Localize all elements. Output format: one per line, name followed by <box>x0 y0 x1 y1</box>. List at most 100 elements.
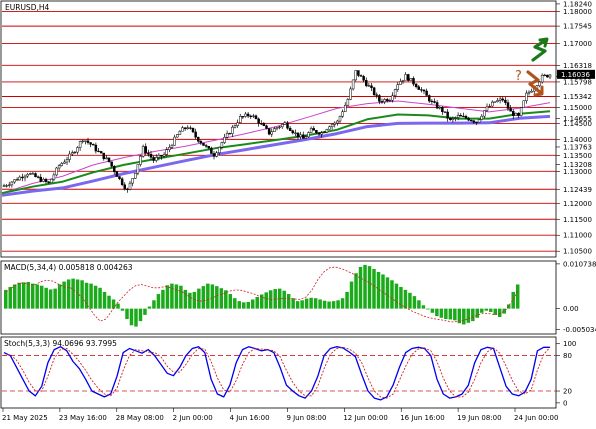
price-level-label: 1.18000 <box>563 8 592 16</box>
moving-average-line <box>1 100 551 194</box>
price-level-label: 1.11000 <box>563 232 592 240</box>
candle-body <box>527 91 531 94</box>
macd-bar <box>174 284 179 309</box>
candle-body <box>538 81 541 86</box>
time-axis-label: 24 Jun 00:00 <box>514 414 558 422</box>
candle-body <box>2 185 6 187</box>
stoch-axis-label: 0 <box>563 399 567 407</box>
macd-bar <box>242 302 246 309</box>
candle-body <box>454 117 457 119</box>
candle-body <box>399 81 402 85</box>
candle-body <box>42 178 45 182</box>
candle-body <box>294 132 297 134</box>
candle-body <box>23 175 27 179</box>
macd-bar <box>417 300 421 309</box>
macd-axis-label: -0.005034 <box>563 326 596 334</box>
macd-bar <box>453 308 457 321</box>
candle-body <box>18 176 21 181</box>
candle-body <box>60 163 63 166</box>
macd-axis-label: 0.010738 <box>563 260 596 268</box>
macd-bar <box>26 281 30 309</box>
candle-body <box>71 152 74 155</box>
candle-body <box>115 171 119 177</box>
macd-bar <box>322 300 327 309</box>
macd-bar <box>286 294 291 309</box>
macd-bar <box>201 286 206 309</box>
macd-bar <box>511 291 515 309</box>
down-arrow-icon <box>526 70 543 95</box>
macd-bar <box>291 298 295 309</box>
macd-bar <box>206 283 210 309</box>
macd-bar <box>224 290 228 309</box>
candle-body <box>498 98 502 101</box>
candle-body <box>131 178 134 184</box>
macd-bar <box>475 308 480 318</box>
macd-bar <box>53 288 57 309</box>
macd-bar <box>8 286 12 309</box>
macd-bar <box>237 301 242 309</box>
candle-body <box>123 184 126 190</box>
stoch-title: Stoch(5,3,3) 94.0696 93.7995 <box>4 339 117 348</box>
candle-body <box>519 107 523 116</box>
macd-bar <box>462 308 466 325</box>
candle-body <box>365 80 368 86</box>
candle-body <box>504 99 507 103</box>
time-axis-label: 16 Jun 16:00 <box>400 414 444 422</box>
candle-body <box>149 153 153 158</box>
candle-body <box>325 129 329 133</box>
candle-body <box>446 111 449 119</box>
macd-bar <box>376 271 381 309</box>
candle-body <box>260 123 263 125</box>
candle-body <box>517 113 520 116</box>
macd-bar <box>228 294 233 309</box>
candle-body <box>428 95 431 102</box>
price-level-label: 1.13000 <box>563 168 592 176</box>
candle-body <box>315 130 318 134</box>
candle-body <box>34 173 37 178</box>
price-axis-label: 1.18240 <box>563 0 592 8</box>
macd-bar <box>354 273 358 309</box>
candle-body <box>212 153 216 157</box>
candle-body <box>94 144 98 152</box>
price-level-label: 1.14500 <box>563 120 592 128</box>
macd-bar <box>215 286 219 309</box>
candle-body <box>420 89 423 91</box>
price-axis-label: 1.14655 <box>563 115 592 123</box>
candle-body <box>470 119 473 122</box>
candle-body <box>244 113 247 117</box>
candle-body <box>338 116 342 122</box>
candle-body <box>31 173 35 175</box>
macd-bar <box>498 308 502 317</box>
candle-body <box>378 95 381 102</box>
candle-body <box>546 74 549 78</box>
main-chart-title: EURUSD,H4 <box>5 3 49 12</box>
macd-bar <box>12 284 17 309</box>
candle-body <box>10 181 14 186</box>
candle-body <box>26 174 29 177</box>
candle-body <box>351 79 355 90</box>
candle-body <box>170 144 174 148</box>
macd-bar <box>39 285 44 309</box>
macd-bar <box>390 280 394 309</box>
time-axis-label: 28 May 08:00 <box>116 414 164 422</box>
candle-body <box>404 74 407 81</box>
candle-body <box>278 126 281 128</box>
macd-bar <box>295 301 300 309</box>
candle-body <box>204 145 208 147</box>
candle-body <box>407 74 410 81</box>
candle-body <box>189 127 192 129</box>
candle-body <box>105 157 108 160</box>
candle-body <box>464 115 468 119</box>
macd-bar <box>57 284 62 309</box>
candle-body <box>386 99 389 102</box>
candle-body <box>333 122 336 125</box>
candle-body <box>141 146 145 157</box>
candle-body <box>262 123 266 127</box>
candle-body <box>425 90 428 96</box>
macd-bar <box>183 289 188 309</box>
candle-body <box>357 70 360 76</box>
candle-body <box>309 128 313 133</box>
candle-body <box>493 101 497 103</box>
candle-body <box>483 110 486 117</box>
macd-bar <box>210 284 215 309</box>
